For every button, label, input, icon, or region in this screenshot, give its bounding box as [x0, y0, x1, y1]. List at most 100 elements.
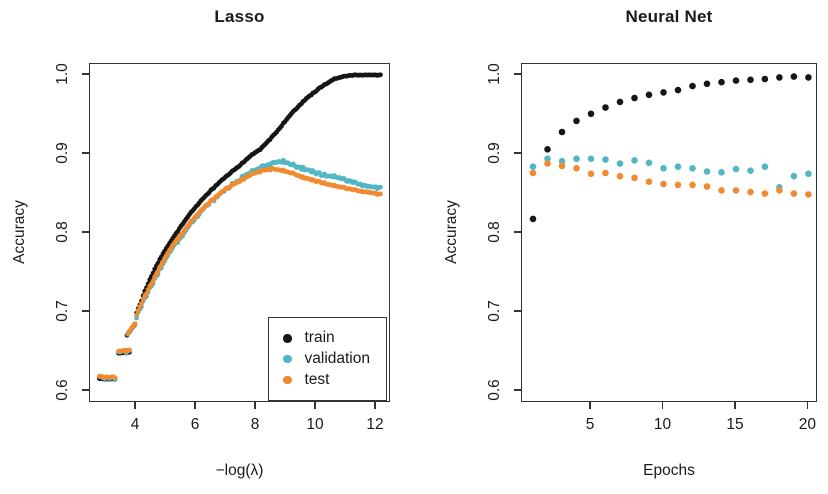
legend-item-test: test	[269, 370, 386, 391]
x-tick-mark	[806, 402, 809, 409]
validation-data-point	[529, 163, 537, 170]
validation-data-point	[790, 172, 798, 180]
train-data-point	[587, 110, 595, 118]
train-data-point	[703, 80, 711, 88]
test-data-point	[127, 347, 132, 353]
y-tick-mark	[82, 231, 89, 233]
train-data-point	[790, 73, 798, 80]
test-series-dot-icon	[283, 375, 292, 385]
train-data-point	[602, 104, 609, 111]
validation-data-point	[616, 160, 624, 167]
y-tick-label: 0.9	[54, 142, 71, 164]
neural-net-title: Neural Net	[625, 7, 713, 26]
train-data-point	[378, 72, 383, 78]
y-tick-label: 1.0	[486, 63, 503, 85]
validation-data-point	[378, 184, 383, 190]
x-tick-mark	[589, 402, 591, 409]
test-data-point	[718, 187, 725, 194]
lasso-plot-area	[89, 63, 390, 402]
train-data-point	[558, 128, 566, 136]
legend: train validation test	[268, 317, 387, 401]
train-data-point	[631, 94, 638, 102]
validation-data-point	[558, 157, 566, 165]
y-tick-mark	[514, 310, 521, 312]
test-data-point	[674, 181, 682, 189]
train-data-point	[645, 91, 653, 99]
train-data-point	[761, 75, 769, 83]
test-data-point	[144, 291, 149, 296]
test-data-point	[544, 160, 551, 167]
train-data-point	[544, 146, 551, 153]
train-data-point	[747, 76, 754, 84]
test-data-point	[573, 165, 580, 172]
test-data-point	[631, 174, 638, 182]
x-tick-mark	[134, 402, 136, 409]
y-tick-label: 0.6	[54, 379, 71, 401]
y-tick-label: 0.7	[54, 300, 71, 322]
legend-item-validation: validation	[269, 349, 386, 370]
validation-data-point	[587, 155, 595, 163]
neural-net-points-canvas	[529, 73, 812, 223]
validation-data-point	[732, 165, 740, 173]
validation-data-point	[747, 167, 754, 174]
test-data-point	[790, 190, 798, 197]
x-tick-label: 10	[653, 416, 672, 433]
lasso-title: Lasso	[214, 7, 265, 26]
validation-data-point	[674, 163, 682, 170]
train-data-point	[689, 82, 696, 90]
y-tick-label: 0.7	[486, 300, 503, 322]
y-tick-mark	[514, 389, 521, 391]
train-data-point	[718, 78, 725, 86]
y-tick-label: 1.0	[54, 63, 71, 85]
y-tick-label: 0.6	[486, 379, 503, 401]
validation-data-point	[544, 155, 551, 163]
validation-data-point	[761, 163, 769, 170]
test-data-point	[139, 301, 144, 307]
x-tick-label: 4	[130, 416, 140, 433]
lasso-x-axis-label: −log(λ)	[215, 462, 264, 479]
y-tick-mark	[82, 310, 89, 312]
test-data-point	[689, 181, 696, 189]
test-data-point	[150, 278, 156, 284]
x-tick-label: 8	[250, 416, 260, 433]
test-data-point	[703, 183, 711, 190]
x-tick-label: 12	[366, 416, 384, 433]
y-tick-mark	[514, 73, 521, 75]
train-data-point	[529, 215, 537, 223]
test-data-point	[529, 169, 537, 177]
test-data-point	[132, 321, 138, 327]
y-tick-mark	[514, 231, 521, 233]
test-data-point	[645, 178, 653, 185]
test-data-point	[776, 187, 783, 194]
legend-item-label: test	[304, 370, 330, 388]
test-data-point	[761, 190, 769, 197]
legend-item-label: validation	[304, 350, 371, 368]
validation-data-point	[718, 169, 725, 176]
legend-item-train: train	[269, 328, 386, 349]
validation-data-point	[703, 168, 711, 175]
test-data-point	[134, 312, 139, 318]
x-tick-label: 6	[190, 416, 200, 433]
x-tick-label: 20	[798, 416, 817, 433]
test-data-point	[747, 188, 754, 196]
train-data-point	[776, 74, 783, 81]
validation-series-dot-icon	[283, 354, 292, 364]
validation-data-point	[631, 157, 638, 164]
y-tick-label: 0.8	[54, 221, 71, 243]
validation-data-point	[805, 170, 812, 178]
x-tick-mark	[254, 402, 256, 409]
test-data-point	[145, 287, 151, 293]
validation-data-point	[602, 156, 609, 163]
y-tick-label: 0.8	[486, 221, 503, 243]
legend-item-label: train	[304, 329, 335, 347]
test-data-point	[558, 162, 566, 170]
neural-net-x-axis-label: Epochs	[643, 462, 695, 479]
train-series-dot-icon	[283, 334, 292, 343]
validation-data-point	[645, 159, 653, 167]
x-tick-mark	[734, 402, 736, 409]
x-tick-mark	[374, 402, 376, 409]
test-data-point	[616, 172, 624, 180]
lasso-y-axis-label: Accuracy	[11, 200, 28, 264]
y-tick-label: 0.9	[486, 142, 503, 164]
lasso-points-canvas	[97, 72, 383, 382]
